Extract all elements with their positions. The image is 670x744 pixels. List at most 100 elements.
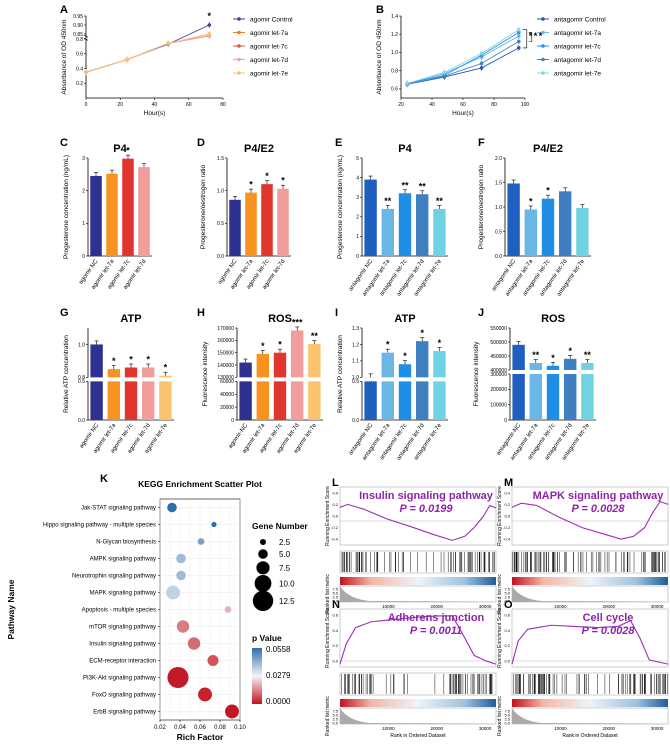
- data-point: [479, 61, 484, 66]
- y-tick-label: 0.5: [495, 229, 502, 235]
- pathway-label: Insulin signaling pathway: [89, 642, 156, 648]
- panel-label-l: L: [332, 477, 339, 489]
- bar: [90, 175, 102, 256]
- x-tick-label: 30000: [651, 726, 664, 731]
- legend-marker: [541, 44, 545, 48]
- x-tick-label: 80: [491, 102, 497, 108]
- data-point: [207, 23, 212, 27]
- y-axis-title: Ranked list metric: [497, 574, 503, 614]
- pathway-label: ErbB signaling pathway: [93, 710, 156, 716]
- legend-label: antagomir let-7a: [554, 30, 601, 37]
- bar: [159, 375, 172, 420]
- legend-size-dot: [260, 539, 266, 545]
- bar: [273, 352, 287, 420]
- x-axis-title: Rich Factor: [177, 732, 224, 742]
- panel-title: ATP: [120, 313, 141, 325]
- data-point: [442, 74, 447, 78]
- data-point: [517, 39, 521, 44]
- significance-star: *: [281, 176, 285, 186]
- y-axis-title: Fluorescence intensity: [473, 341, 480, 406]
- bar: [90, 344, 103, 420]
- significance-star: *: [249, 180, 253, 190]
- x-tick-label: 0: [85, 102, 88, 108]
- y-tick-label: 2: [82, 188, 85, 194]
- rank-metric-curve: [340, 586, 496, 602]
- pathway-label: Neurotrophin signaling pathway: [72, 574, 156, 580]
- y-tick-label: 0.0: [504, 599, 510, 604]
- y-tick-label: 2.5: [332, 717, 338, 722]
- data-point: [207, 32, 212, 36]
- x-axis-title: Rank in Ordered Dataset: [390, 733, 446, 739]
- y-axis-title: Absorbance of OD 450nm: [61, 19, 68, 94]
- data-point: [405, 81, 410, 86]
- panel-label-c: C: [60, 137, 68, 149]
- bar: [546, 365, 560, 420]
- y-tick-label: 5.0: [332, 713, 338, 718]
- y-tick-label: 2.5: [504, 717, 510, 722]
- legend-size-label: 7.5: [279, 564, 291, 573]
- significance-star: ***: [292, 317, 303, 327]
- y-tick-label: -0.4: [503, 537, 511, 542]
- y-tick-label: 0: [82, 254, 85, 260]
- bar-break-gap: [363, 377, 449, 382]
- y-axis-title: Running Enrichment Score: [497, 486, 503, 546]
- rank-metric-curve: [512, 586, 668, 602]
- data-point: [479, 51, 484, 56]
- significance-star: **: [532, 350, 540, 360]
- es-plot-area: [511, 486, 669, 546]
- significance-star: *: [438, 338, 442, 348]
- bar: [291, 330, 304, 420]
- series-line: [407, 41, 520, 85]
- significance-star: *: [529, 31, 533, 41]
- x-axis-title: Hour(s): [452, 110, 474, 117]
- rank-colorbar: [340, 577, 496, 585]
- panel-label-b: B: [376, 4, 384, 16]
- significance-star: *: [265, 171, 269, 181]
- y-tick-label: 0.5: [352, 379, 359, 385]
- x-tick-label: 0.08: [214, 725, 226, 731]
- y-tick-label: -0.2: [503, 525, 511, 530]
- y-axis-title: Running Enrichment Score: [325, 486, 331, 546]
- y-tick-label: 1.4: [391, 14, 398, 20]
- y-tick-label: 170000: [217, 326, 234, 332]
- y-tick-label: 0.6: [76, 52, 83, 58]
- panel-label-k: K: [100, 473, 108, 485]
- y-tick-label: 0.0: [78, 418, 85, 424]
- rank-metric-area: [339, 585, 497, 603]
- y-tick-label: 2: [356, 215, 359, 221]
- data-point: [479, 66, 484, 70]
- bar: [512, 344, 525, 420]
- y-tick-label: 1.2: [391, 32, 398, 38]
- y-axis-title: Ranked list metric: [325, 696, 331, 736]
- y-tick-label: 0: [231, 418, 234, 424]
- pathway-label: FoxO signaling pathway: [92, 693, 156, 699]
- scatter-point: [198, 687, 212, 702]
- y-tick-label: 1.5: [217, 156, 224, 162]
- y-tick-label: 140000: [217, 363, 234, 369]
- y-tick-label: 0.2: [332, 643, 338, 648]
- legend-size-dot: [252, 590, 274, 611]
- y-tick-label: 7.5: [332, 587, 338, 592]
- significance-star: *: [208, 11, 212, 21]
- legend-label: agomir let-7c: [250, 43, 288, 50]
- y-tick-label: 3: [356, 195, 359, 201]
- scatter-point: [176, 553, 186, 564]
- panel-label-f: F: [478, 137, 485, 149]
- significance-star: **: [584, 350, 592, 360]
- panel-label-m: M: [504, 477, 513, 489]
- panel-label-i: I: [335, 307, 338, 319]
- panel-title: ATP: [394, 313, 415, 325]
- y-tick-label: 1: [82, 221, 85, 227]
- y-tick-label: 130000: [217, 375, 234, 381]
- scatter-point: [167, 666, 189, 689]
- y-tick-label: 150000: [217, 350, 234, 356]
- y-tick-label: 20000: [220, 405, 234, 411]
- scatter-point: [187, 637, 201, 650]
- bar: [541, 198, 555, 256]
- bar: [576, 207, 589, 256]
- significance-star: *: [546, 186, 550, 196]
- legend-size-label: 5.0: [279, 550, 291, 559]
- gsea-title: Cell cycle: [583, 612, 634, 624]
- y-tick-label: 5.0: [504, 713, 510, 718]
- x-tick-label: 10000: [554, 604, 567, 609]
